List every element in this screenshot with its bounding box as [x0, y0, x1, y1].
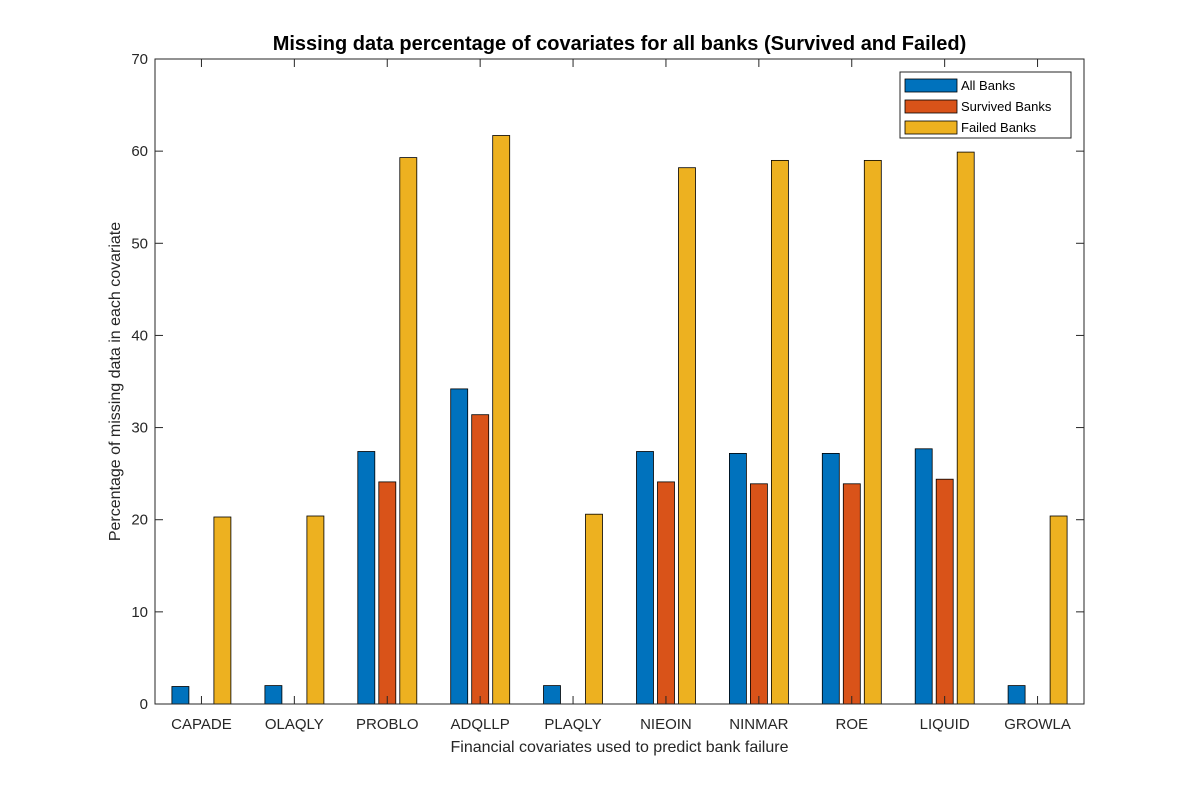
bar-failed-banks-plaqly: [585, 513, 603, 705]
bar-all-banks-problo: [357, 451, 376, 705]
bar-survived-banks-problo: [378, 481, 397, 705]
y-tick-label: 40: [131, 327, 148, 344]
bar-all-banks-capade: [171, 686, 190, 705]
bar-failed-banks-nieoin: [678, 167, 696, 705]
x-tick-label: LIQUID: [920, 716, 970, 733]
bar-all-banks-liquid: [914, 448, 933, 705]
x-tick-label: GROWLA: [1004, 716, 1071, 733]
plot-frame: [154, 58, 1085, 705]
x-axis-label: Financial covariates used to predict ban…: [451, 739, 789, 756]
y-tick-label: 10: [131, 604, 148, 621]
legend-label: All Banks: [961, 78, 1016, 93]
bar-failed-banks-roe: [863, 159, 882, 705]
y-tick-label: 60: [131, 143, 148, 160]
chart-title: Missing data percentage of covariates fo…: [273, 33, 967, 55]
x-tick-label: ROE: [835, 716, 868, 733]
bar-survived-banks-adqllp: [471, 414, 490, 705]
x-tick-label: OLAQLY: [265, 716, 324, 733]
y-tick-label: 30: [131, 420, 148, 437]
y-tick-label: 20: [131, 512, 148, 529]
x-tick-label: ADQLLP: [451, 716, 510, 733]
x-tick-label: CAPADE: [171, 716, 232, 733]
y-axis-label: Percentage of missing data in each covar…: [107, 222, 124, 541]
bar-failed-banks-ninmar: [771, 159, 789, 705]
bar-failed-banks-growla: [1049, 515, 1068, 705]
bar-all-banks-nieoin: [636, 451, 654, 705]
bar-failed-banks-capade: [213, 516, 232, 705]
bar-failed-banks-liquid: [956, 151, 975, 705]
y-tick-label: 70: [131, 51, 148, 68]
bar-failed-banks-problo: [399, 157, 418, 705]
bar-all-banks-roe: [821, 452, 840, 705]
legend-label: Failed Banks: [961, 120, 1037, 135]
x-axis-ticks: CAPADE OLAQLY PROBLO ADQLLP PLAQLY NIEOIN NINM…: [171, 59, 1071, 733]
bars-group: [171, 135, 1068, 705]
x-tick-label: NINMAR: [729, 716, 788, 733]
bar-all-banks-plaqly: [543, 685, 561, 705]
bar-survived-banks-liquid: [935, 478, 954, 705]
bar-all-banks-adqllp: [450, 388, 469, 705]
y-tick-label: 50: [131, 235, 148, 252]
bar-survived-banks-roe: [842, 483, 861, 705]
bar-failed-banks-adqllp: [492, 135, 511, 705]
bar-all-banks-ninmar: [729, 452, 747, 705]
y-tick-label: 0: [140, 696, 148, 713]
bar-failed-banks-olaqly: [306, 515, 325, 705]
legend-label: Survived Banks: [961, 99, 1052, 114]
bar-survived-banks-nieoin: [657, 481, 675, 705]
bar-all-banks-olaqly: [264, 685, 283, 705]
x-tick-label: PROBLO: [356, 716, 419, 733]
y-axis-ticks: 0 10 20 30 40 50 60 70: [131, 51, 1084, 713]
bar-all-banks-growla: [1007, 685, 1026, 705]
bar-survived-banks-ninmar: [750, 483, 768, 705]
legend-swatch: [904, 78, 958, 93]
x-tick-label: NIEOIN: [640, 716, 692, 733]
legend-swatch: [904, 99, 958, 114]
legend: All Banks Survived Banks Failed Banks: [899, 71, 1072, 139]
legend-swatch: [904, 120, 958, 135]
x-tick-label: PLAQLY: [544, 716, 601, 733]
